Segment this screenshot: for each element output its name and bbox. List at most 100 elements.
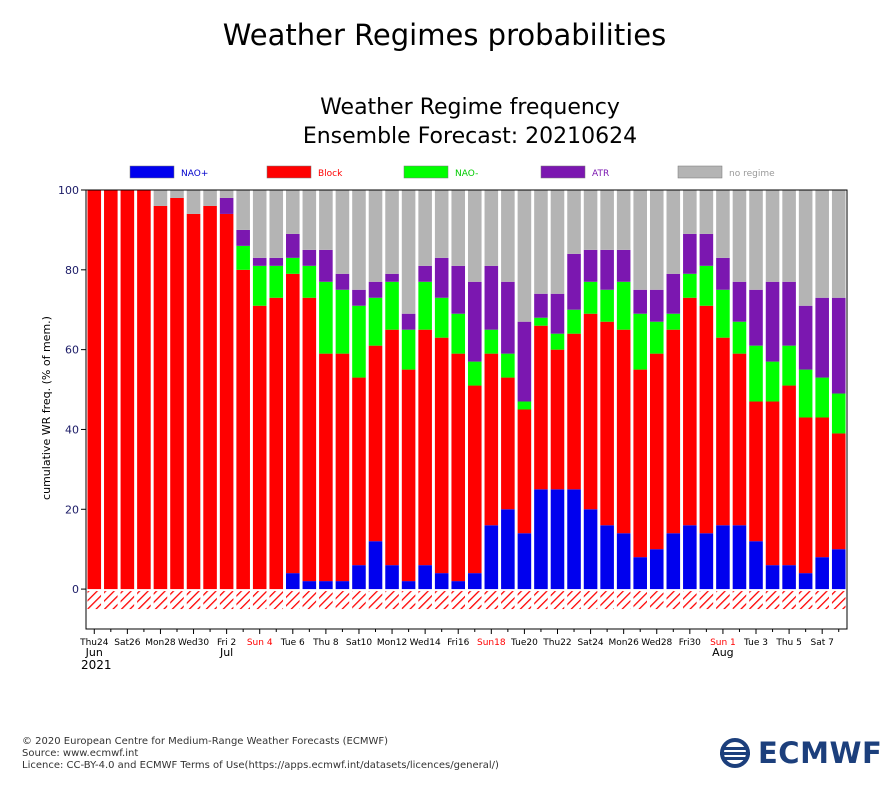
legend-label-nao-: NAO- <box>455 169 478 179</box>
bar-segment-no-regime-26 <box>517 190 532 322</box>
no-data-hatch-23 <box>467 591 482 610</box>
bar-segment-atr-11 <box>269 257 284 266</box>
x-tick-label-0: Thu24 <box>79 638 109 648</box>
bar-segment-block-36 <box>683 297 697 526</box>
no-data-hatch-28 <box>550 591 565 610</box>
bar-segment-block-6 <box>186 213 201 590</box>
bar-segment-no-regime-35 <box>666 190 681 274</box>
bar-segment-block-2 <box>120 190 135 590</box>
x-axis: Thu24 Sat26 Mon28 Wed30 Fri 2 Sun 4 Tue 6 Thu 8… <box>79 629 840 672</box>
bar-segment-atr-28 <box>550 293 565 334</box>
bar-segment-nao--43 <box>798 369 813 418</box>
bar-segment-block-20 <box>418 329 432 566</box>
y-tick-label-80: 80 <box>65 264 79 277</box>
bar-segment-nao--40 <box>749 541 763 590</box>
bar-segment-atr-32 <box>616 249 631 282</box>
bar-segment-no-regime-42 <box>782 190 796 282</box>
bar-segment-no-regime-24 <box>484 190 499 266</box>
no-data-hatch-36 <box>683 591 697 610</box>
bar-segment-nao--15 <box>335 581 350 590</box>
bar-segment-atr-18 <box>385 273 399 282</box>
bar-segment-no-regime-45 <box>831 190 846 298</box>
bar-segment-atr-39 <box>732 281 747 322</box>
bar-segment-nao--26 <box>517 533 532 590</box>
bar-segment-no-regime-8 <box>219 190 234 198</box>
bar-segment-nao--9 <box>236 245 250 270</box>
bar-segment-nao--16 <box>352 565 366 590</box>
no-data-hatch-8 <box>219 591 234 610</box>
bar-segment-no-regime-41 <box>765 190 780 282</box>
bar-segment-no-regime-44 <box>815 190 829 298</box>
x-tick-label-4: Mon28 <box>145 638 176 648</box>
bar-segment-nao--22 <box>451 313 466 354</box>
bar-segment-no-regime-9 <box>236 190 250 230</box>
month-label-aug: Aug <box>712 646 733 659</box>
footer-source: Source: www.ecmwf.int <box>22 748 139 759</box>
no-data-hatch-35 <box>666 591 681 610</box>
bar-segment-nao--44 <box>815 377 829 418</box>
no-data-hatch-2 <box>120 591 135 610</box>
bar-segment-atr-13 <box>302 249 317 266</box>
no-data-hatch-40 <box>749 591 763 610</box>
page-title: Weather Regimes probabilities <box>222 18 667 52</box>
bar-segment-block-18 <box>385 329 399 566</box>
bar-segment-nao--15 <box>335 289 350 354</box>
no-data-hatch-14 <box>319 591 333 610</box>
x-tick-label-36: Fri30 <box>679 638 701 648</box>
bar-segment-nao--18 <box>385 565 399 590</box>
bar-segment-nao--33 <box>633 313 647 370</box>
bar-segment-nao--38 <box>716 525 730 590</box>
bar-segment-block-19 <box>401 369 416 582</box>
bar-segment-no-regime-32 <box>616 190 631 250</box>
bar-segment-block-41 <box>765 401 780 566</box>
bar-segment-block-42 <box>782 385 796 566</box>
x-tick-label-18: Mon12 <box>377 638 407 648</box>
footer-copyright: © 2020 European Centre for Medium-Range … <box>22 736 388 747</box>
bar-segment-no-regime-37 <box>699 190 714 234</box>
bar-segment-no-regime-43 <box>798 190 813 306</box>
y-tick-label-40: 40 <box>65 423 79 436</box>
x-tick-label-22: Fri16 <box>447 638 469 648</box>
no-data-hatch-24 <box>484 591 499 610</box>
bar-segment-block-35 <box>666 329 681 534</box>
bar-segment-nao--38 <box>716 289 730 338</box>
x-tick-label-28: Thu22 <box>542 638 571 648</box>
bar-segment-no-regime-15 <box>335 190 350 274</box>
bar-segment-nao--32 <box>616 533 631 590</box>
bar-segment-no-regime-11 <box>269 190 284 258</box>
no-data-hatch-group <box>87 591 846 610</box>
no-data-hatch-17 <box>368 591 383 610</box>
bar-segment-block-26 <box>517 409 532 534</box>
bar-segment-block-33 <box>633 369 647 558</box>
bar-segment-no-regime-20 <box>418 190 432 266</box>
bar-segment-nao--37 <box>699 265 714 306</box>
bar-segment-block-39 <box>732 353 747 526</box>
bar-segment-block-29 <box>567 333 581 490</box>
plot-frame <box>85 189 848 630</box>
bar-segment-atr-25 <box>501 281 515 354</box>
bars-group <box>87 190 846 590</box>
bar-segment-no-regime-17 <box>368 190 383 282</box>
x-tick-label-34: Wed28 <box>641 638 672 648</box>
bar-segment-no-regime-13 <box>302 190 317 250</box>
bar-segment-nao--33 <box>633 557 647 590</box>
bar-segment-nao--29 <box>567 489 581 590</box>
legend-label-no-regime: no regime <box>729 169 775 179</box>
bar-segment-no-regime-22 <box>451 190 466 266</box>
bar-segment-nao--31 <box>600 525 614 590</box>
y-tick-label-20: 20 <box>65 503 79 516</box>
no-data-hatch-42 <box>782 591 796 610</box>
ecmwf-logo-text: ECMWF <box>758 736 883 770</box>
bar-segment-atr-9 <box>236 229 250 246</box>
y-tick-label-100: 100 <box>58 184 79 197</box>
y-tick-label-60: 60 <box>65 344 79 357</box>
bar-segment-block-43 <box>798 417 813 574</box>
bar-segment-no-regime-14 <box>319 190 333 250</box>
bar-segment-nao--17 <box>368 297 383 346</box>
bar-segment-block-44 <box>815 417 829 558</box>
bar-segment-no-regime-5 <box>170 190 184 198</box>
ecmwf-logo-icon <box>720 738 750 768</box>
bar-segment-block-28 <box>550 349 565 490</box>
no-data-hatch-20 <box>418 591 432 610</box>
x-tick-label-14: Thu 8 <box>312 638 339 648</box>
